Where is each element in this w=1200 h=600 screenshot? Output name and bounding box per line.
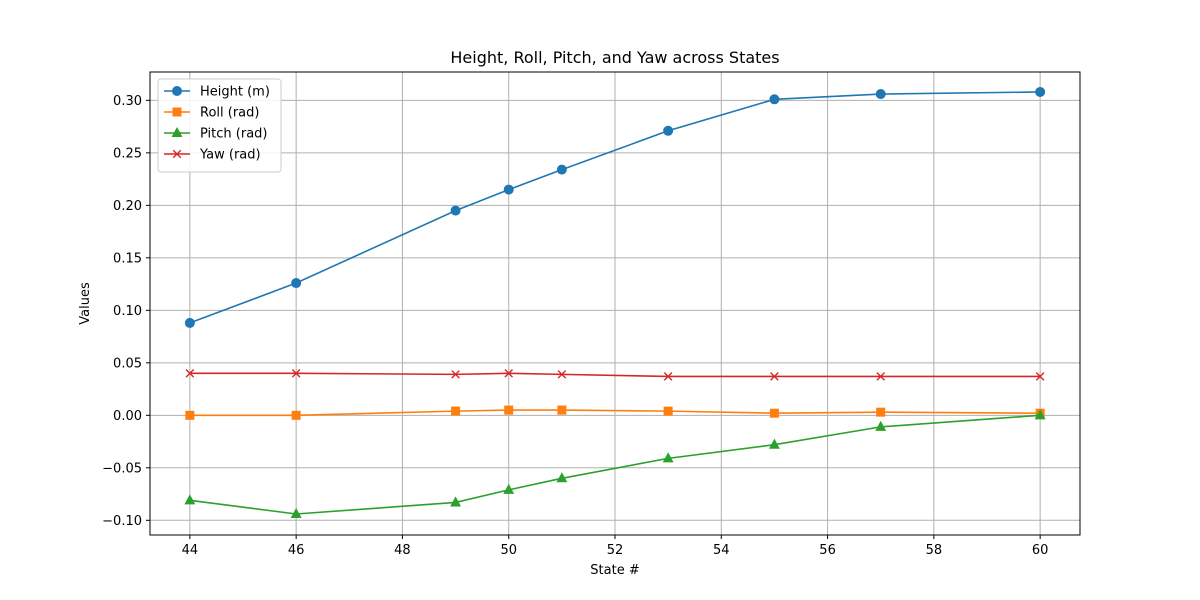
data-point (291, 410, 301, 420)
x-marker-stroke (185, 369, 195, 378)
legend-marker (171, 126, 183, 137)
x-tick-label: 44 (182, 543, 199, 558)
x-marker-stroke (451, 370, 460, 379)
legend-label: Pitch (rad) (200, 127, 268, 142)
x-axis-label: State # (590, 563, 639, 578)
data-point (770, 372, 779, 381)
data-point (1035, 372, 1045, 381)
series-pitch-rad (184, 409, 1046, 519)
y-tick-label: 0.05 (113, 356, 142, 371)
x-marker-stroke (504, 369, 514, 378)
x-tick-label: 48 (394, 543, 411, 558)
data-point (875, 420, 887, 431)
series-plot-area (184, 86, 1046, 519)
plot-frame (149, 71, 1081, 536)
data-point (662, 452, 674, 463)
grid-lines (150, 72, 1080, 535)
x-tick-label: 52 (607, 543, 624, 558)
x-tick-label: 46 (288, 543, 305, 558)
data-point (450, 205, 461, 216)
y-tick-label: 0.10 (113, 304, 142, 319)
data-point (450, 496, 462, 507)
data-point (185, 369, 195, 378)
series-height-m (184, 86, 1046, 328)
data-point (769, 408, 779, 418)
data-point (504, 405, 514, 415)
y-tick-label: 0.25 (113, 146, 142, 161)
data-point (768, 438, 780, 449)
x-tick-label: 50 (500, 543, 517, 558)
data-point (1035, 86, 1046, 97)
chart-title: Height, Roll, Pitch, and Yaw across Stat… (450, 48, 779, 67)
data-point (556, 164, 567, 175)
legend-item: Roll (rad) (164, 106, 259, 121)
y-axis-label: Values (78, 282, 93, 325)
x-tick-label: 58 (926, 543, 943, 558)
data-point (556, 472, 568, 483)
legend-box (157, 78, 282, 173)
x-tick-label: 60 (1032, 543, 1049, 558)
data-point (291, 369, 301, 378)
x-marker-stroke (876, 372, 886, 381)
legend: Height (m) Roll (rad) Pitch (rad) Yaw (rad) (157, 78, 282, 173)
data-point (875, 89, 886, 100)
data-point (1034, 409, 1046, 420)
data-point (185, 410, 195, 420)
data-point (769, 94, 780, 105)
data-point (663, 406, 673, 416)
x-marker-stroke (557, 370, 567, 379)
x-marker-stroke (1035, 372, 1045, 381)
legend-marker (172, 107, 182, 117)
data-point (184, 494, 196, 505)
data-point (557, 405, 567, 415)
y-tick-label: 0.30 (113, 94, 142, 109)
series-roll-rad (185, 405, 1045, 420)
data-point (451, 370, 460, 379)
legend-label: Roll (rad) (200, 106, 259, 121)
x-tick-label: 56 (819, 543, 836, 558)
legend-item: Yaw (rad) (164, 148, 261, 163)
x-tick-label: 54 (713, 543, 730, 558)
x-marker-stroke (172, 149, 182, 159)
y-tick-label: −0.10 (102, 514, 142, 529)
data-point (876, 407, 886, 417)
y-tick-label: 0.15 (113, 251, 142, 266)
legend-marker (172, 149, 182, 159)
data-point (876, 372, 886, 381)
data-point (503, 184, 514, 195)
x-marker-stroke (291, 369, 301, 378)
data-point (184, 317, 195, 328)
data-point (291, 278, 302, 289)
data-point (504, 369, 514, 378)
data-point (451, 406, 461, 416)
x-marker-stroke (770, 372, 779, 381)
legend-marker (172, 86, 182, 96)
legend-label: Yaw (rad) (199, 148, 261, 163)
y-tick-label: −0.05 (102, 461, 142, 476)
data-point (663, 372, 673, 381)
axes: 44 46 48 50 52 54 56 58 60 −0.10 −0.05 0.00 0.05 0.10… (102, 71, 1081, 558)
legend-label: Height (m) (200, 85, 270, 100)
legend-item: Pitch (rad) (164, 127, 268, 142)
legend-item: Height (m) (164, 85, 270, 100)
data-point (557, 370, 567, 379)
data-point (290, 507, 302, 519)
series-yaw-rad (185, 369, 1045, 381)
y-tick-label: 0.20 (113, 199, 142, 214)
y-tick-label: 0.00 (113, 409, 142, 424)
data-point (503, 483, 515, 494)
data-point (663, 125, 674, 136)
x-marker-stroke (663, 372, 673, 381)
